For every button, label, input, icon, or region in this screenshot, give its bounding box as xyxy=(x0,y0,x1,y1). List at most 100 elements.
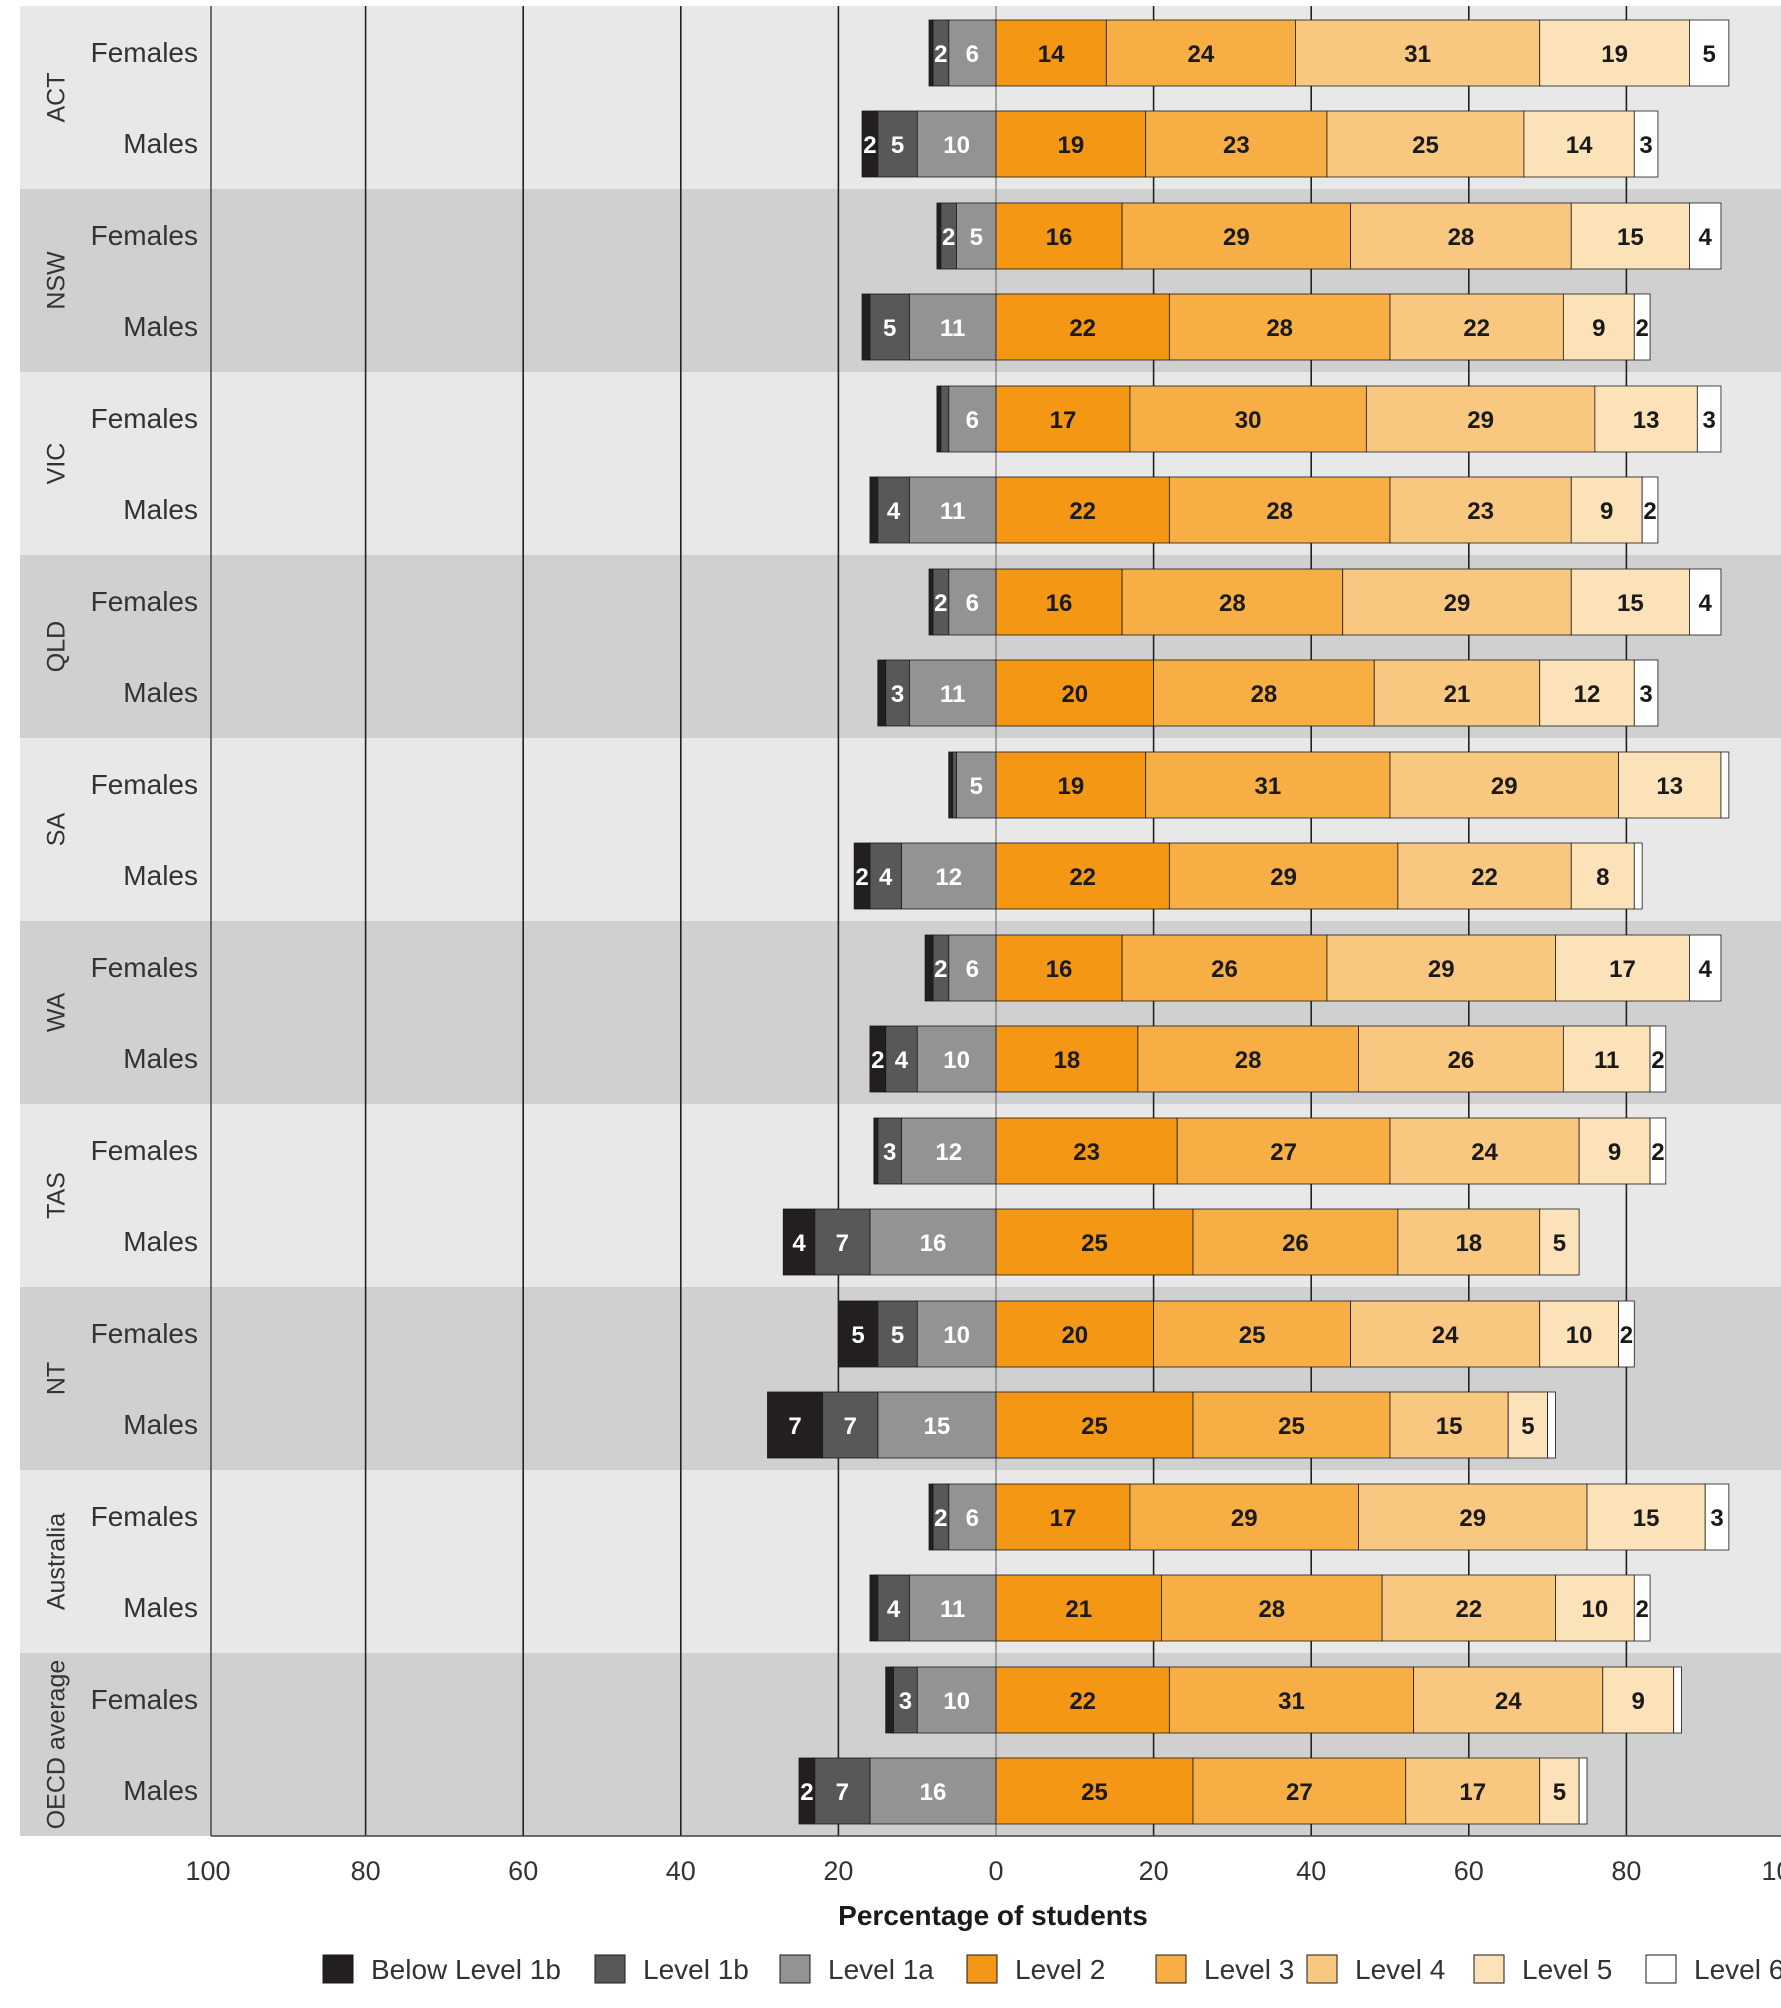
bar-value-label: 5 xyxy=(970,773,983,800)
bar-value-label: 14 xyxy=(1566,132,1593,159)
bar-segment xyxy=(1192,1391,1391,1459)
bar-value-label: 3 xyxy=(1702,407,1715,434)
bar-value-label: 3 xyxy=(899,1688,912,1715)
bar-value-label: 22 xyxy=(1455,1596,1482,1623)
bar-segment xyxy=(1121,202,1351,270)
bar-value-label: 17 xyxy=(1609,956,1636,983)
row-label: Males xyxy=(123,677,198,708)
bar-value-label: 19 xyxy=(1058,132,1085,159)
bar-segment xyxy=(948,751,954,819)
bar-value-label: 5 xyxy=(891,132,904,159)
bar-segment xyxy=(936,385,942,453)
bar-segment xyxy=(995,1208,1194,1276)
bar-segment xyxy=(1413,1666,1604,1734)
bar-value-label: 2 xyxy=(1635,315,1648,342)
bar-segment xyxy=(1539,1208,1580,1276)
bar-segment xyxy=(916,1025,997,1093)
group-label: SA xyxy=(43,813,71,847)
bar-value-label: 2 xyxy=(1651,1139,1664,1166)
bar-value-label: 21 xyxy=(1065,1596,1092,1623)
bar-value-label: 2 xyxy=(934,41,947,68)
bar-segment xyxy=(1397,842,1572,910)
legend-swatch xyxy=(966,1954,998,1984)
bar-value-label: 24 xyxy=(1188,41,1215,68)
bar-value-label: 25 xyxy=(1412,132,1439,159)
bar-value-label: 10 xyxy=(943,132,970,159)
bar-segment xyxy=(1689,202,1722,270)
bar-segment xyxy=(1696,385,1722,453)
bar-value-label: 25 xyxy=(1239,1322,1266,1349)
bar-value-label: 5 xyxy=(1521,1413,1534,1440)
bar-value-label: 31 xyxy=(1278,1688,1305,1715)
bar-segment xyxy=(995,1025,1139,1093)
bar-segment xyxy=(838,1300,879,1368)
bar-value-label: 5 xyxy=(970,224,983,251)
bar-segment xyxy=(1586,1483,1706,1551)
bar-segment xyxy=(995,1391,1194,1459)
bar-value-label: 28 xyxy=(1235,1047,1262,1074)
bar-segment xyxy=(1326,934,1556,1002)
bar-value-label: 13 xyxy=(1656,773,1683,800)
bar-segment xyxy=(916,1300,997,1368)
bar-value-label: 3 xyxy=(891,681,904,708)
bar-value-label: 20 xyxy=(1061,1322,1088,1349)
row-label: Males xyxy=(123,1043,198,1074)
bar-segment xyxy=(928,1483,934,1551)
bar-value-label: 17 xyxy=(1050,1505,1077,1532)
bar-segment xyxy=(1295,19,1541,87)
bar-value-label: 7 xyxy=(788,1413,801,1440)
bar-value-label: 3 xyxy=(883,1139,896,1166)
bar-segment xyxy=(995,202,1123,270)
bar-segment xyxy=(908,659,997,727)
bar-segment xyxy=(916,1666,997,1734)
bar-segment xyxy=(1192,1208,1399,1276)
bar-segment xyxy=(1145,751,1391,819)
legend-swatch xyxy=(322,1954,354,1984)
x-tick-label: 0 xyxy=(988,1856,1003,1886)
bar-value-label: 3 xyxy=(1639,681,1652,708)
bar-value-label: 12 xyxy=(935,864,962,891)
legend-label: Level 2 xyxy=(1015,1954,1105,1985)
x-tick-label: 20 xyxy=(1139,1856,1169,1886)
bar-segment xyxy=(1121,568,1344,636)
bar-segment xyxy=(1176,1117,1391,1185)
x-tick-label: 60 xyxy=(1454,1856,1484,1886)
bar-value-label: 9 xyxy=(1592,315,1605,342)
bar-value-label: 24 xyxy=(1432,1322,1459,1349)
bar-segment xyxy=(1326,110,1525,178)
bar-value-label: 12 xyxy=(935,1139,962,1166)
legend: Below Level 1b Level 1b Level 1a Level 2 Lev… xyxy=(322,1954,1781,1985)
bar-value-label: 26 xyxy=(1448,1047,1475,1074)
bar-value-label: 6 xyxy=(966,41,979,68)
bar-segment xyxy=(995,934,1123,1002)
bar-value-label: 29 xyxy=(1270,864,1297,891)
bar-segment xyxy=(1523,110,1635,178)
bar-value-label: 16 xyxy=(1046,590,1073,617)
bar-value-label: 12 xyxy=(1574,681,1601,708)
x-tick-label: 40 xyxy=(1296,1856,1326,1886)
bar-segment xyxy=(956,202,997,270)
bar-segment xyxy=(995,293,1170,361)
row-label: Males xyxy=(123,1226,198,1257)
bar-segment xyxy=(1365,385,1596,453)
bar-value-label: 5 xyxy=(1702,41,1715,68)
bar-segment xyxy=(1562,1025,1651,1093)
bar-segment xyxy=(869,1574,879,1642)
group-label: ACT xyxy=(43,73,71,123)
bar-segment xyxy=(940,385,950,453)
bar-value-label: 25 xyxy=(1081,1230,1108,1257)
row-label: Males xyxy=(123,1592,198,1623)
bar-value-label: 11 xyxy=(940,1596,965,1623)
bar-value-label: 11 xyxy=(940,681,965,708)
x-tick-label: 100 xyxy=(1761,1856,1781,1886)
row-label: Females xyxy=(91,220,198,251)
bar-segment xyxy=(1649,1025,1667,1093)
bar-segment xyxy=(1145,110,1328,178)
bar-value-label: 3 xyxy=(1710,1505,1723,1532)
bar-value-label: 29 xyxy=(1467,407,1494,434)
bar-segment xyxy=(1381,1574,1556,1642)
bar-segment xyxy=(877,659,887,727)
legend-label: Below Level 1b xyxy=(371,1954,561,1985)
bar-segment xyxy=(1137,1025,1359,1093)
bar-segment xyxy=(924,934,934,1002)
